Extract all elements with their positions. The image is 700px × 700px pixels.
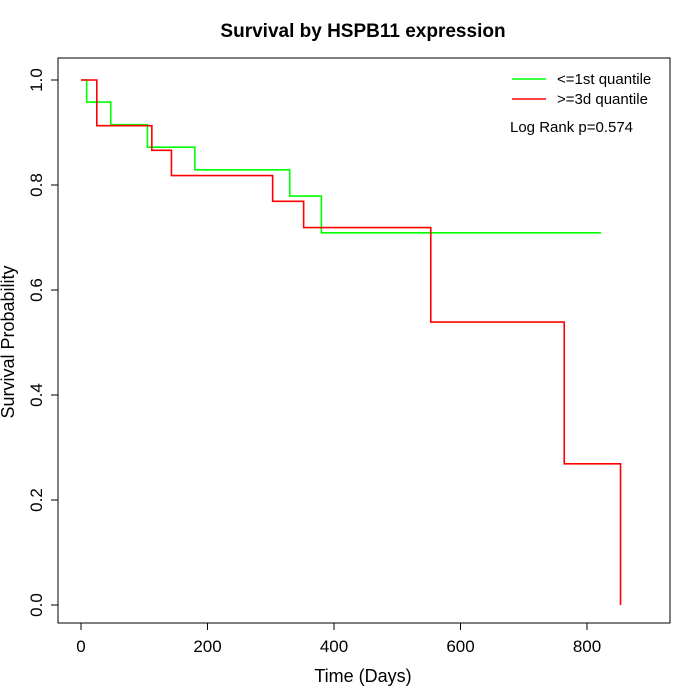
series-layer <box>81 79 622 605</box>
x-tick-label: 600 <box>446 637 474 656</box>
y-axis-label: Survival Probability <box>0 265 18 418</box>
x-axis-label: Time (Days) <box>314 666 411 686</box>
y-axis: 0.0 0.2 0.4 0.6 0.8 1.0 <box>27 68 59 617</box>
y-tick-label: 0.0 <box>27 593 46 617</box>
series-line-1 <box>81 79 601 234</box>
chart-title: Survival by HSPB11 expression <box>220 21 505 42</box>
plot-frame <box>57 57 671 624</box>
log-rank-annotation: Log Rank p=0.574 <box>510 119 633 136</box>
x-tick-label: 400 <box>320 637 348 656</box>
y-tick-label: 0.2 <box>27 488 46 512</box>
y-tick-label: 0.4 <box>27 383 46 407</box>
x-axis: 0 200 400 600 800 <box>76 622 601 656</box>
y-tick-label: 0.6 <box>27 278 46 302</box>
x-tick-label: 200 <box>193 637 221 656</box>
legend: <=1st quantile >=3d quantile <box>512 71 651 108</box>
legend-label-2: >=3d quantile <box>557 91 648 108</box>
series-line-2 <box>81 79 622 605</box>
y-tick-label: 0.8 <box>27 173 46 197</box>
legend-label-1: <=1st quantile <box>557 71 651 88</box>
x-tick-label: 800 <box>573 637 601 656</box>
y-tick-label: 1.0 <box>27 68 46 92</box>
x-tick-label: 0 <box>76 637 85 656</box>
